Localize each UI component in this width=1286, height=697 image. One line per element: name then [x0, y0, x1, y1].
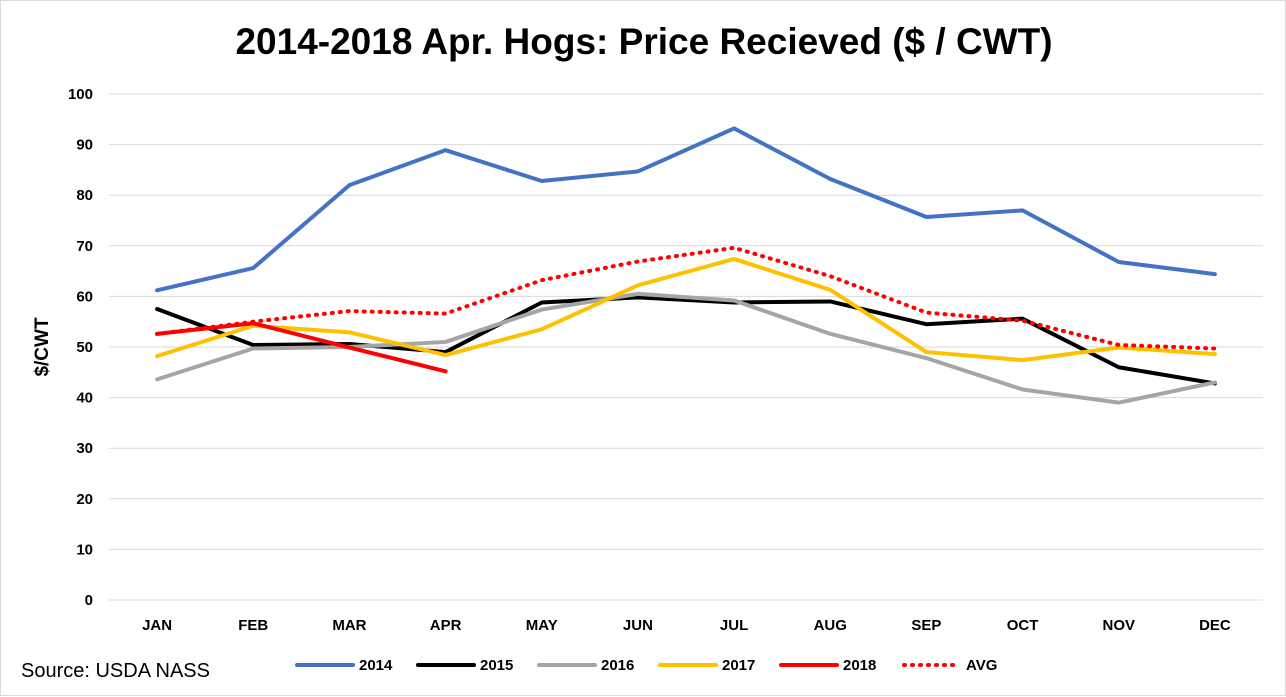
legend-entry: 2016 — [601, 657, 634, 674]
series-line-2017 — [155, 256, 1217, 363]
y-tick-label: 70 — [76, 238, 93, 255]
legend-entry: AVG — [966, 657, 997, 674]
y-axis-label: $/CWT — [32, 317, 53, 377]
y-tick-label: 10 — [76, 541, 93, 558]
x-tick-label: JUL — [720, 617, 748, 634]
legend-entry: 2017 — [722, 657, 755, 674]
x-tick-label: NOV — [1102, 617, 1135, 634]
x-tick-label: SEP — [911, 617, 941, 634]
series-line-2016 — [155, 291, 1217, 405]
x-tick-label: JUN — [623, 617, 653, 634]
y-tick-label: 0 — [85, 592, 93, 609]
x-tick-label: DEC — [1199, 617, 1231, 634]
series-line-2014 — [155, 126, 1217, 293]
y-tick-label: 50 — [76, 339, 93, 356]
x-tick-label: MAY — [526, 617, 558, 634]
x-tick-label: OCT — [1007, 617, 1039, 634]
series-line-avg — [155, 245, 1217, 351]
x-tick-label: FEB — [238, 617, 268, 634]
legend-entry: 2014 — [359, 657, 393, 674]
source-note: Source: USDA NASS — [21, 660, 210, 682]
y-tick-label: 20 — [76, 491, 93, 508]
legend-entry: 2015 — [480, 657, 513, 674]
y-tick-label: 90 — [76, 137, 93, 154]
y-tick-label: 100 — [68, 86, 93, 103]
chart-title: 2014-2018 Apr. Hogs: Price Recieved ($ /… — [235, 21, 1053, 62]
x-tick-label: JAN — [142, 617, 172, 634]
legend-entry: 2018 — [843, 657, 876, 674]
x-tick-label: AUG — [814, 617, 847, 634]
x-tick-label: APR — [430, 617, 462, 634]
y-tick-label: 80 — [76, 187, 93, 204]
y-tick-label: 40 — [76, 390, 93, 407]
y-tick-label: 30 — [76, 440, 93, 457]
y-tick-label: 60 — [76, 288, 93, 305]
x-tick-label: MAR — [332, 617, 366, 634]
